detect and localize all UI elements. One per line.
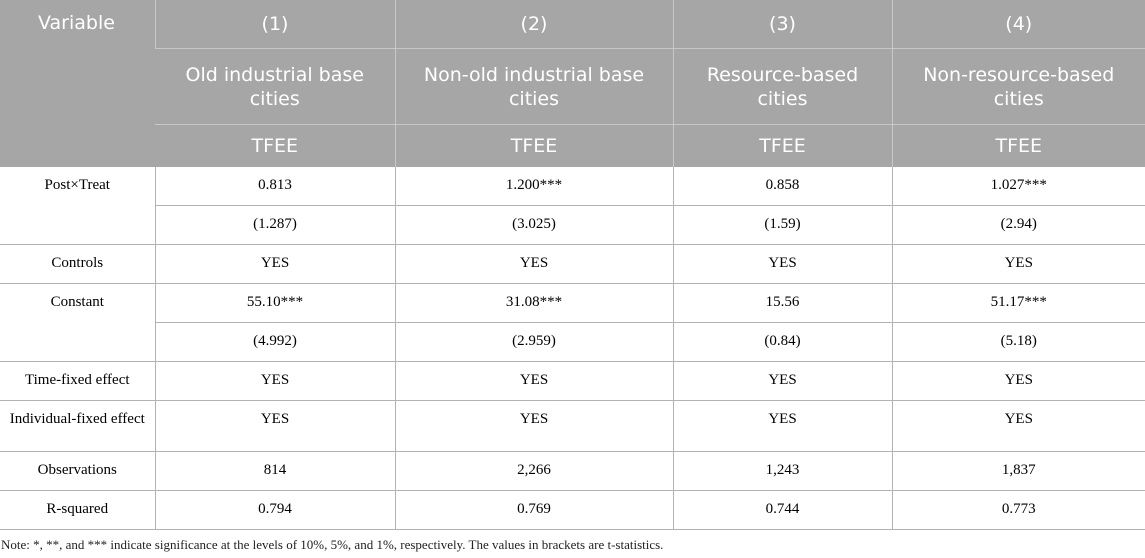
table-cell: YES	[395, 361, 674, 401]
header-dependent-variable: TFEE	[155, 124, 395, 167]
header-row-groups: Old industrial base cities Non-old indus…	[0, 48, 1145, 125]
table-cell: 1.027***	[892, 167, 1145, 206]
header-column-number: (1)	[154, 0, 395, 49]
table-cell: 1,837	[892, 451, 1145, 491]
table-cell: YES	[892, 361, 1145, 401]
table-cell: 51.17***	[892, 283, 1145, 323]
table-cell: (2.94)	[892, 205, 1145, 245]
table-cell: YES	[155, 361, 396, 401]
table-cell: 814	[155, 451, 396, 491]
row-label: Constant	[0, 283, 156, 362]
table-body: Post×Treat 0.813 1.200*** 0.858 1.027***…	[0, 167, 1145, 530]
table-note: Note: *, **, and *** indicate significan…	[1, 537, 664, 552]
table-row-post-treat-tstat: (1.287) (3.025) (1.59) (2.94)	[0, 205, 1145, 245]
table-row-r-squared: R-squared 0.794 0.769 0.744 0.773	[0, 490, 1145, 530]
table-cell: YES	[395, 244, 674, 284]
row-label: Post×Treat	[0, 167, 156, 245]
table-cell: YES	[673, 400, 893, 452]
table-cell: 2,266	[395, 451, 674, 491]
table-cell: 31.08***	[395, 283, 674, 323]
table-cell: YES	[673, 244, 893, 284]
header-row-dependent: TFEE TFEE TFEE TFEE	[0, 124, 1145, 167]
header-group: Non-old industrial base cities	[394, 48, 673, 125]
table-row-time-fixed-effect: Time-fixed effect YES YES YES YES	[0, 361, 1145, 401]
regression-results-table: Variable (1) (2) (3) (4) Old industrial …	[0, 0, 1145, 530]
table-header: Variable (1) (2) (3) (4) Old industrial …	[0, 0, 1145, 167]
table-cell: YES	[395, 400, 674, 452]
table-cell: YES	[155, 400, 396, 452]
header-variable: Variable	[0, 0, 155, 167]
table-row-constant-tstat: (4.992) (2.959) (0.84) (5.18)	[0, 322, 1145, 362]
table-cell: 0.794	[155, 490, 396, 530]
table-row-observations: Observations 814 2,266 1,243 1,837	[0, 451, 1145, 491]
row-label: R-squared	[0, 490, 156, 530]
header-dependent-variable: TFEE	[891, 124, 1145, 167]
table-cell: (1.287)	[155, 205, 396, 245]
table-cell: YES	[673, 361, 893, 401]
table-cell: (5.18)	[892, 322, 1145, 362]
table-cell: YES	[155, 244, 396, 284]
table-cell: 55.10***	[155, 283, 396, 323]
table-cell: 15.56	[673, 283, 893, 323]
table-row-individual-fixed-effect: Individual-fixed effect YES YES YES YES	[0, 400, 1145, 452]
row-label: Individual-fixed effect	[0, 400, 156, 452]
header-group: Non-resource-based cities	[891, 48, 1145, 125]
header-column-number: (4)	[891, 0, 1145, 49]
header-column-number: (3)	[672, 0, 892, 49]
table-row-post-treat: Post×Treat 0.813 1.200*** 0.858 1.027***	[0, 167, 1145, 245]
table-cell: 0.773	[892, 490, 1145, 530]
table-cell: (2.959)	[395, 322, 674, 362]
row-label: Observations	[0, 451, 156, 491]
table-cell: (4.992)	[155, 322, 396, 362]
header-column-number: (2)	[394, 0, 673, 49]
table-cell: 0.769	[395, 490, 674, 530]
table-cell: 0.813	[155, 167, 396, 206]
header-dependent-variable: TFEE	[394, 124, 673, 167]
table-cell: (3.025)	[395, 205, 674, 245]
row-label: Controls	[0, 244, 156, 284]
table-cell: (0.84)	[673, 322, 893, 362]
header-row-column-numbers: Variable (1) (2) (3) (4)	[0, 0, 1145, 167]
table-cell: (1.59)	[673, 205, 893, 245]
table-row-constant: Constant 55.10*** 31.08*** 15.56 51.17**…	[0, 283, 1145, 362]
table-cell: YES	[892, 244, 1145, 284]
header-group: Resource-based cities	[672, 48, 892, 125]
row-label: Time-fixed effect	[0, 361, 156, 401]
table-cell: 0.858	[673, 167, 893, 206]
table-cell: 0.744	[673, 490, 893, 530]
table-cell: 1.200***	[395, 167, 674, 206]
header-dependent-variable: TFEE	[672, 124, 892, 167]
table-cell: YES	[892, 400, 1145, 452]
table-cell: 1,243	[673, 451, 893, 491]
header-group: Old industrial base cities	[155, 48, 395, 125]
table-row-controls: Controls YES YES YES YES	[0, 244, 1145, 284]
